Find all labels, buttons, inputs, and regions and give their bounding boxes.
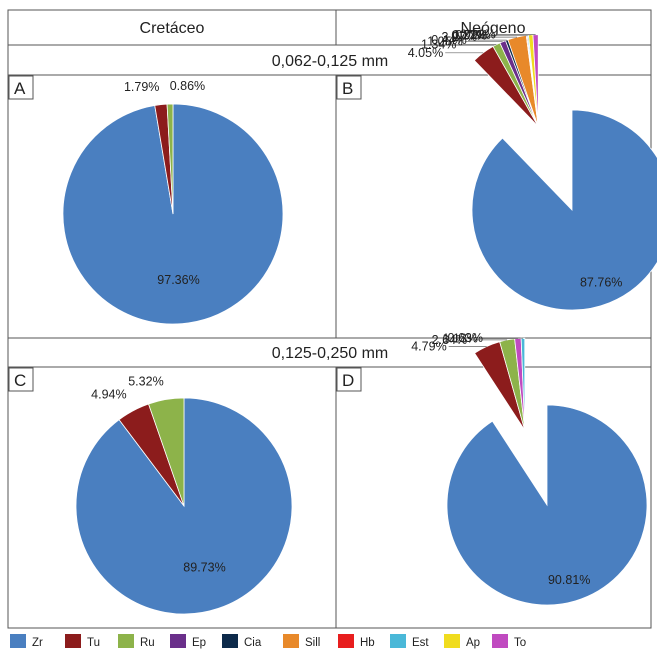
pie-chart-b: 87.76% 4.05%1.34%1.05%0.44%3.27%0.17%0.21… xyxy=(408,28,657,311)
slice-label-tu: 1.79% xyxy=(124,80,159,94)
slice-label-tu: 4.94% xyxy=(91,387,126,401)
slice-label-to: 0.92% xyxy=(460,28,495,42)
legend-swatch-ep xyxy=(170,634,186,648)
legend-label-cia: Cia xyxy=(244,637,262,649)
slice-label-ru: 0.86% xyxy=(170,79,205,93)
legend-swatch-hb xyxy=(338,634,354,648)
slice-label-tu: 4.79% xyxy=(411,340,446,354)
pie-slice-ru xyxy=(148,397,185,507)
legend-swatch-est xyxy=(390,634,406,648)
legend-label-ru: Ru xyxy=(140,637,155,649)
legend-label-ep: Ep xyxy=(192,637,206,649)
legend-label-est: Est xyxy=(412,637,429,649)
panel-letter-boxes xyxy=(8,75,362,392)
legend-swatch-ap xyxy=(444,634,460,648)
row-header-fine-fraction: 0,062-0,125 mm xyxy=(272,53,389,70)
legend-label-tu: Tu xyxy=(87,637,100,649)
legend-label-to: To xyxy=(514,637,526,649)
slice-label-sill: 3.27% xyxy=(442,30,477,44)
panel-letter-c: C xyxy=(14,371,26,390)
slice-label-zr: 97.36% xyxy=(157,273,199,287)
slice-label-est: 0.63% xyxy=(448,331,483,345)
panel-letter-d: D xyxy=(342,371,354,390)
pie-chart-a: 97.36% 1.79% 0.86% xyxy=(62,79,284,325)
row-header-coarse-fraction: 0,125-0,250 mm xyxy=(272,345,389,362)
panel-letter-a: A xyxy=(14,79,26,98)
legend-label-zr: Zr xyxy=(32,637,43,649)
legend-swatch-ru xyxy=(118,634,134,648)
slice-label-ru: 5.32% xyxy=(128,375,163,389)
panel-letter-b: B xyxy=(342,79,353,98)
pie-slice-zr xyxy=(471,109,657,311)
pie-slice-zr xyxy=(446,404,648,606)
slice-label-est: 0.21% xyxy=(452,28,487,42)
legend-swatch-zr xyxy=(10,634,26,648)
slice-label-ap: 0.78% xyxy=(455,28,490,42)
slice-label-ru: 1.34% xyxy=(421,38,456,52)
legend-swatch-cia xyxy=(222,634,238,648)
legend-swatch-sill xyxy=(283,634,299,648)
slice-label-zr: 90.81% xyxy=(548,573,590,587)
column-header-cretaceo: Cretáceo xyxy=(140,20,205,37)
slice-label-tu: 4.05% xyxy=(408,46,443,60)
legend-label-hb: Hb xyxy=(360,637,375,649)
slice-label-ep: 1.05% xyxy=(427,35,462,49)
slice-label-cia: 0.44% xyxy=(431,33,466,47)
pie-chart-d: 90.81% 4.79%2.64%1.13%0.63% xyxy=(411,331,648,606)
pie-slice-ru xyxy=(166,103,174,215)
legend-swatch-to xyxy=(492,634,508,648)
legend: Zr Tu Ru Ep Cia Sill Hb Est Ap To xyxy=(10,634,526,649)
slice-label-ru: 2.64% xyxy=(432,333,467,347)
slice-label-zr: 87.76% xyxy=(580,275,622,289)
pie-chart-c: 89.73% 4.94%5.32% xyxy=(75,375,293,615)
column-header-neogeno: Neógeno xyxy=(461,20,526,37)
slice-label-zr: 89.73% xyxy=(183,561,225,575)
table-grid xyxy=(7,9,652,629)
legend-swatch-tu xyxy=(65,634,81,648)
slice-label-to: 1.13% xyxy=(442,332,477,346)
legend-label-sill: Sill xyxy=(305,637,320,649)
legend-label-ap: Ap xyxy=(466,637,480,649)
slice-label-hb: 0.17% xyxy=(451,28,486,42)
